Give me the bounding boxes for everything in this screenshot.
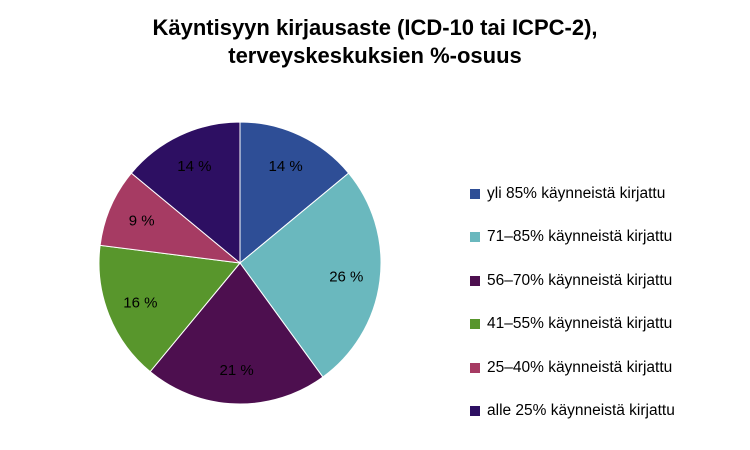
legend-item-1: 71–85% käynneistä kirjattu <box>470 216 675 260</box>
pie-slice-2 <box>149 262 324 405</box>
legend-swatch <box>470 232 480 243</box>
slice-label-3: 16 % <box>123 294 157 311</box>
chart-legend: yli 85% käynneistä kirjattu 71–85% käynne… <box>470 172 675 433</box>
pie-slice-4 <box>99 172 242 264</box>
slice-label-5: 14 % <box>177 158 211 175</box>
legend-item-5: alle 25% käynneistä kirjattu <box>470 390 675 434</box>
legend-swatch <box>470 319 480 330</box>
legend-label: alle 25% käynneistä kirjattu <box>487 402 675 420</box>
legend-item-3: 41–55% käynneistä kirjattu <box>470 303 675 347</box>
chart-title-line-1: Käyntisyyn kirjausaste (ICD-10 tai ICPC-… <box>152 15 598 40</box>
pie-slice-1 <box>239 172 382 378</box>
legend-item-0: yli 85% käynneistä kirjattu <box>470 172 675 216</box>
legend-swatch <box>470 188 480 199</box>
pie-slice-5 <box>130 121 241 265</box>
chart-title-line-2: terveyskeskuksien %-osuus <box>228 43 522 68</box>
slice-label-0: 14 % <box>269 158 303 175</box>
legend-swatch <box>470 406 480 417</box>
legend-label: 25–40% käynneistä kirjattu <box>487 358 673 376</box>
pie-slice-0 <box>239 121 350 265</box>
slice-label-2: 21 % <box>220 362 254 379</box>
legend-label: yli 85% käynneistä kirjattu <box>487 184 666 202</box>
slice-label-4: 9 % <box>129 212 155 229</box>
legend-swatch <box>470 362 480 373</box>
legend-label: 71–85% käynneistä kirjattu <box>487 228 673 246</box>
chart-title: Käyntisyyn kirjausaste (ICD-10 tai ICPC-… <box>0 14 750 70</box>
legend-label: 56–70% käynneistä kirjattu <box>487 271 673 289</box>
legend-item-2: 56–70% käynneistä kirjattu <box>470 259 675 303</box>
pie-slice-3 <box>98 244 241 373</box>
legend-item-4: 25–40% käynneistä kirjattu <box>470 346 675 390</box>
legend-swatch <box>470 275 480 286</box>
legend-label: 41–55% käynneistä kirjattu <box>487 315 673 333</box>
slice-label-1: 26 % <box>329 268 363 285</box>
